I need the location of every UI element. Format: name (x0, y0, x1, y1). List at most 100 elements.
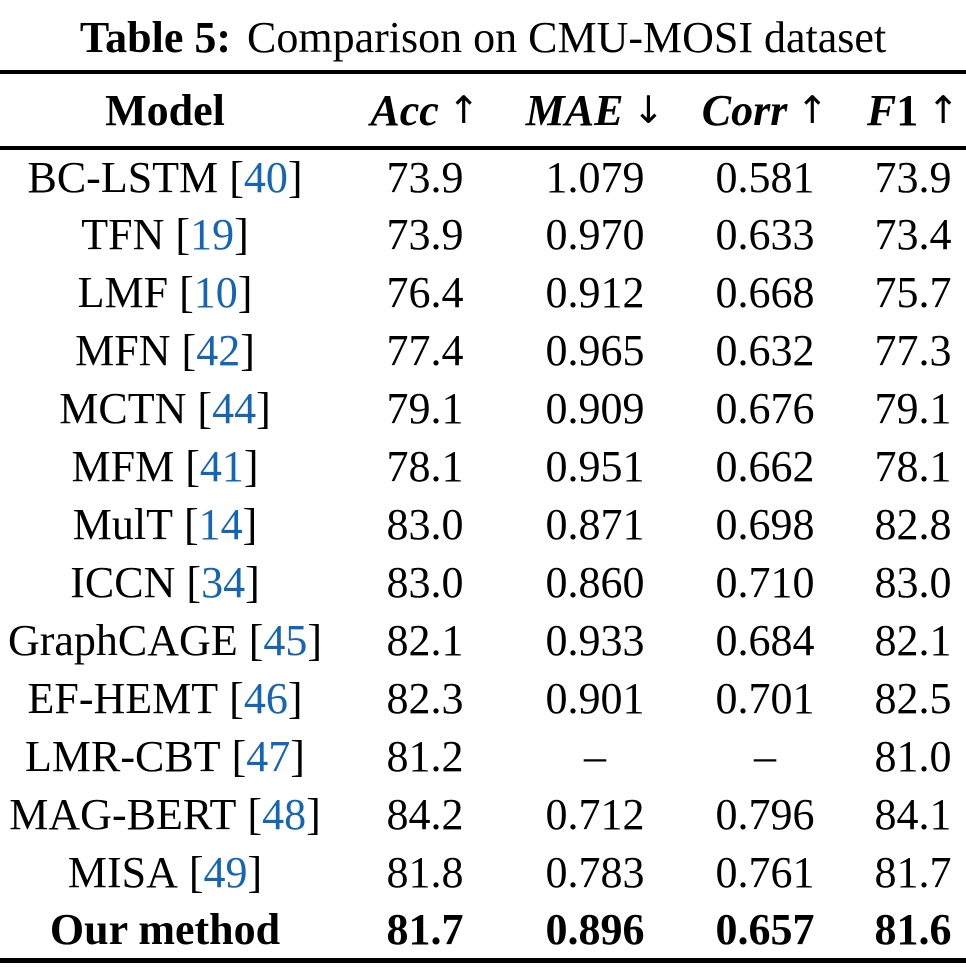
f1-cell: 78.1 (874, 442, 952, 491)
citation-bracket-right: ] (306, 790, 321, 839)
table-row: LMF [10] 76.4 0.912 0.668 75.7 (0, 264, 966, 322)
header-acc-label: Acc (370, 85, 439, 135)
model-cell: LMR-CBT [47] (0, 728, 330, 786)
table-row: MCTN [44] 79.1 0.909 0.676 79.1 (0, 380, 966, 438)
citation-bracket-right: ] (256, 384, 271, 433)
header-acc: Acc ↑ (330, 72, 520, 150)
mae-cell: 0.933 (545, 616, 645, 665)
citation-bracket-right: ] (307, 616, 323, 665)
citation-link[interactable]: 34 (201, 558, 246, 607)
header-corr-label: Corr (701, 85, 788, 135)
corr-cell: 0.684 (715, 616, 815, 665)
acc-cell: 83.0 (386, 500, 464, 549)
table-row: MulT [14] 83.0 0.871 0.698 82.8 (0, 496, 966, 554)
citation-bracket-left: [ (175, 210, 191, 259)
citation-link[interactable]: 44 (212, 384, 257, 433)
corr-cell: – (754, 732, 776, 781)
table-row: Our method 81.7 0.896 0.657 81.6 (0, 902, 966, 960)
acc-cell: 81.2 (386, 732, 464, 781)
citation: [49] (189, 848, 262, 897)
citation-link[interactable]: 40 (243, 153, 288, 202)
citation-bracket-left: [ (185, 442, 200, 491)
mae-cell: 0.901 (545, 674, 645, 723)
model-name: EF-HEMT (27, 674, 219, 723)
header-corr: Corr ↑ (670, 72, 860, 150)
acc-cell: 81.8 (386, 848, 464, 897)
f1-cell: 73.4 (874, 210, 952, 259)
table-body: BC-LSTM [40] 73.9 1.079 0.581 73.9 TFN [19] 73.9… (0, 148, 966, 960)
header-model: Model (0, 72, 330, 150)
model-name: BC-LSTM (27, 153, 219, 202)
model-cell: MulT [14] (0, 496, 330, 554)
f1-cell: 79.1 (874, 384, 952, 433)
corr-cell: 0.662 (715, 442, 815, 491)
header-model-label: Model (105, 85, 225, 135)
citation: [41] (185, 442, 258, 491)
model-name: MulT (72, 500, 173, 549)
model-name: LMR-CBT (25, 732, 221, 781)
citation-bracket-left: [ (179, 268, 194, 317)
mae-cell: 0.860 (545, 558, 645, 607)
citation-bracket-left: [ (197, 384, 213, 433)
corr-cell: 0.657 (715, 904, 815, 954)
model-name: ICCN (70, 558, 176, 607)
model-cell: BC-LSTM [40] (0, 148, 330, 206)
header-mae: MAE ↓ (520, 72, 670, 150)
citation-bracket-left: [ (183, 500, 199, 549)
f1-cell: 82.8 (874, 500, 952, 549)
citation-link[interactable]: 47 (246, 732, 291, 781)
citation-bracket-right: ] (287, 674, 303, 723)
f1-cell: 83.0 (874, 558, 952, 607)
table-row: MFM [41] 78.1 0.951 0.662 78.1 (0, 438, 966, 496)
citation-link[interactable]: 10 (193, 268, 238, 317)
citation-link[interactable]: 41 (199, 442, 244, 491)
citation: [48] (247, 790, 320, 839)
citation: [45] (249, 616, 322, 665)
citation-link[interactable]: 19 (190, 210, 235, 259)
citation-link[interactable]: 45 (263, 616, 308, 665)
model-cell: MFM [41] (0, 438, 330, 496)
model-name: MISA (67, 848, 178, 897)
citation-bracket-left: [ (186, 558, 202, 607)
acc-cell: 82.1 (386, 616, 464, 665)
citation: [19] (175, 210, 248, 259)
acc-cell: 82.3 (386, 674, 464, 723)
caption-label: Table 5: (79, 12, 231, 62)
corr-cell: 0.698 (715, 500, 815, 549)
citation-link[interactable]: 48 (262, 790, 307, 839)
corr-cell: 0.581 (715, 153, 815, 202)
header-mae-label: MAE (525, 85, 624, 135)
citation-link[interactable]: 14 (198, 500, 243, 549)
corr-cell: 0.633 (715, 210, 815, 259)
table-row: LMR-CBT [47] 81.2 – – 81.0 (0, 728, 966, 786)
model-name: TFN (81, 210, 165, 259)
model-cell: TFN [19] (0, 206, 330, 264)
model-cell: Our method (0, 902, 330, 960)
corr-cell: 0.710 (715, 558, 815, 607)
f1-cell: 82.5 (874, 674, 952, 723)
mae-cell: 0.970 (545, 210, 645, 259)
mae-cell: 0.912 (545, 268, 645, 317)
model-name: MFM (71, 442, 175, 491)
table-caption: Table 5: Comparison on CMU-MOSI dataset (0, 0, 966, 70)
header-row: Model Acc ↑ MAE ↓ Corr ↑ F1 ↑ (0, 72, 966, 150)
acc-cell: 79.1 (386, 384, 464, 433)
corr-cell: 0.701 (715, 674, 815, 723)
up-arrow-icon: ↑ (447, 87, 480, 132)
f1-cell: 82.1 (874, 616, 952, 665)
header-f1-label: F (866, 85, 897, 135)
model-name: MCTN (59, 384, 187, 433)
mae-cell: – (584, 732, 606, 781)
down-arrow-icon: ↓ (632, 87, 665, 132)
citation-bracket-left: [ (247, 790, 263, 839)
model-cell: GraphCAGE [45] (0, 612, 330, 670)
citation-bracket-right: ] (245, 558, 260, 607)
citation: [46] (229, 674, 302, 723)
acc-cell: 81.7 (386, 904, 464, 954)
citation-link[interactable]: 46 (243, 674, 288, 723)
citation-link[interactable]: 49 (203, 848, 248, 897)
citation-bracket-right: ] (240, 326, 255, 375)
table-row: MISA [49] 81.8 0.783 0.761 81.7 (0, 844, 966, 902)
citation-link[interactable]: 42 (196, 326, 241, 375)
acc-cell: 76.4 (386, 268, 464, 317)
